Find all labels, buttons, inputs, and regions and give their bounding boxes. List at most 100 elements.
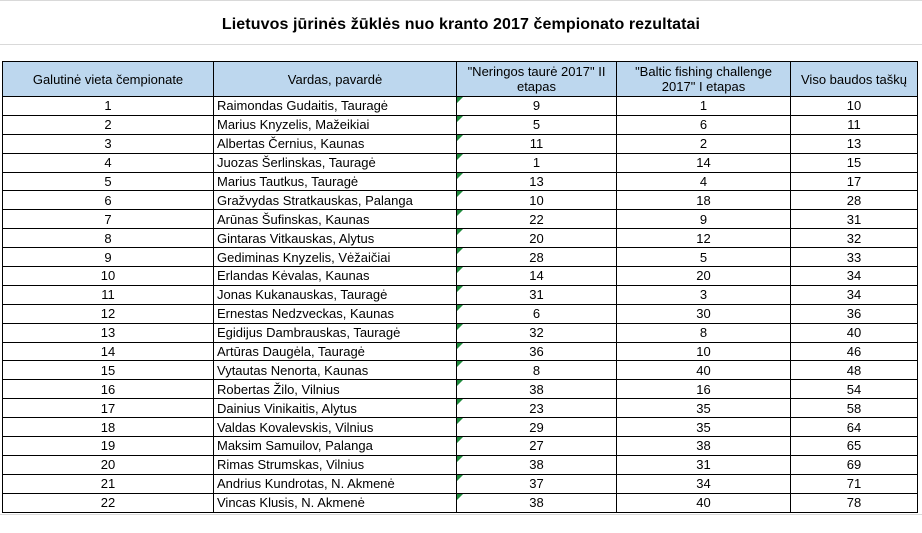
name-cell[interactable]: Juozas Šerlinskas, Tauragė: [213, 152, 457, 173]
neringa-cell[interactable]: 22: [456, 209, 617, 230]
place-cell[interactable]: 2: [2, 114, 214, 135]
baltic-cell[interactable]: 40: [616, 492, 791, 513]
baltic-cell[interactable]: 3: [616, 284, 791, 305]
place-cell[interactable]: 5: [2, 171, 214, 192]
sheet-title[interactable]: Lietuvos jūrinės žūklės nuo kranto 2017 …: [221, 16, 701, 33]
place-cell[interactable]: 14: [2, 341, 214, 362]
neringa-cell[interactable]: 31: [456, 284, 617, 305]
neringa-cell[interactable]: 1: [456, 152, 617, 173]
total-cell[interactable]: 28: [790, 190, 918, 211]
neringa-cell[interactable]: 13: [456, 171, 617, 192]
baltic-cell[interactable]: 5: [616, 247, 791, 268]
neringa-cell[interactable]: 6: [456, 303, 617, 324]
neringa-cell[interactable]: 20: [456, 228, 617, 249]
total-cell[interactable]: 48: [790, 360, 918, 381]
neringa-cell[interactable]: 28: [456, 247, 617, 268]
total-cell[interactable]: 10: [790, 96, 918, 116]
name-cell[interactable]: Dainius Vinikaitis, Alytus: [213, 398, 457, 419]
name-cell[interactable]: Marius Knyzelis, Mažeikiai: [213, 114, 457, 135]
name-cell[interactable]: Marius Tautkus, Tauragė: [213, 171, 457, 192]
place-cell[interactable]: 13: [2, 322, 214, 343]
total-cell[interactable]: 46: [790, 341, 918, 362]
total-cell[interactable]: 36: [790, 303, 918, 324]
header-neringa[interactable]: "Neringos taurė 2017" II etapas: [456, 61, 617, 97]
neringa-cell[interactable]: 10: [456, 190, 617, 211]
neringa-cell[interactable]: 5: [456, 114, 617, 135]
baltic-cell[interactable]: 12: [616, 228, 791, 249]
place-cell[interactable]: 22: [2, 492, 214, 513]
place-cell[interactable]: 16: [2, 379, 214, 400]
name-cell[interactable]: Robertas Žilo, Vilnius: [213, 379, 457, 400]
place-cell[interactable]: 11: [2, 284, 214, 305]
baltic-cell[interactable]: 1: [616, 96, 791, 116]
name-cell[interactable]: Vincas Klusis, N. Akmenė: [213, 492, 457, 513]
baltic-cell[interactable]: 30: [616, 303, 791, 324]
total-cell[interactable]: 64: [790, 417, 918, 438]
neringa-cell[interactable]: 38: [456, 454, 617, 475]
header-name[interactable]: Vardas, pavardė: [213, 61, 457, 97]
total-cell[interactable]: 17: [790, 171, 918, 192]
total-cell[interactable]: 40: [790, 322, 918, 343]
name-cell[interactable]: Valdas Kovalevskis, Vilnius: [213, 417, 457, 438]
neringa-cell[interactable]: 37: [456, 473, 617, 494]
place-cell[interactable]: 7: [2, 209, 214, 230]
total-cell[interactable]: 13: [790, 133, 918, 154]
place-cell[interactable]: 6: [2, 190, 214, 211]
total-cell[interactable]: 71: [790, 473, 918, 494]
place-cell[interactable]: 12: [2, 303, 214, 324]
neringa-cell[interactable]: 38: [456, 379, 617, 400]
total-cell[interactable]: 32: [790, 228, 918, 249]
neringa-cell[interactable]: 32: [456, 322, 617, 343]
baltic-cell[interactable]: 9: [616, 209, 791, 230]
header-total[interactable]: Viso baudos taškų: [790, 61, 918, 97]
baltic-cell[interactable]: 2: [616, 133, 791, 154]
baltic-cell[interactable]: 14: [616, 152, 791, 173]
place-cell[interactable]: 4: [2, 152, 214, 173]
baltic-cell[interactable]: 4: [616, 171, 791, 192]
total-cell[interactable]: 54: [790, 379, 918, 400]
name-cell[interactable]: Vytautas Nenorta, Kaunas: [213, 360, 457, 381]
name-cell[interactable]: Erlandas Kėvalas, Kaunas: [213, 266, 457, 286]
total-cell[interactable]: 34: [790, 284, 918, 305]
baltic-cell[interactable]: 20: [616, 266, 791, 286]
place-cell[interactable]: 15: [2, 360, 214, 381]
baltic-cell[interactable]: 34: [616, 473, 791, 494]
total-cell[interactable]: 15: [790, 152, 918, 173]
neringa-cell[interactable]: 14: [456, 266, 617, 286]
place-cell[interactable]: 21: [2, 473, 214, 494]
neringa-cell[interactable]: 27: [456, 436, 617, 456]
total-cell[interactable]: 33: [790, 247, 918, 268]
total-cell[interactable]: 31: [790, 209, 918, 230]
place-cell[interactable]: 18: [2, 417, 214, 438]
neringa-cell[interactable]: 23: [456, 398, 617, 419]
name-cell[interactable]: Raimondas Gudaitis, Tauragė: [213, 96, 457, 116]
name-cell[interactable]: Ernestas Nedzveckas, Kaunas: [213, 303, 457, 324]
total-cell[interactable]: 78: [790, 492, 918, 513]
neringa-cell[interactable]: 36: [456, 341, 617, 362]
neringa-cell[interactable]: 29: [456, 417, 617, 438]
name-cell[interactable]: Arūnas Šufinskas, Kaunas: [213, 209, 457, 230]
place-cell[interactable]: 8: [2, 228, 214, 249]
total-cell[interactable]: 34: [790, 266, 918, 286]
header-baltic[interactable]: "Baltic fishing challenge 2017" I etapas: [616, 61, 791, 97]
neringa-cell[interactable]: 38: [456, 492, 617, 513]
baltic-cell[interactable]: 38: [616, 436, 791, 456]
neringa-cell[interactable]: 9: [456, 96, 617, 116]
name-cell[interactable]: Artūras Daugėla, Tauragė: [213, 341, 457, 362]
place-cell[interactable]: 17: [2, 398, 214, 419]
baltic-cell[interactable]: 35: [616, 398, 791, 419]
header-place[interactable]: Galutinė vieta čempionate: [2, 61, 214, 97]
baltic-cell[interactable]: 40: [616, 360, 791, 381]
baltic-cell[interactable]: 16: [616, 379, 791, 400]
name-cell[interactable]: Andrius Kundrotas, N. Akmenė: [213, 473, 457, 494]
baltic-cell[interactable]: 18: [616, 190, 791, 211]
place-cell[interactable]: 9: [2, 247, 214, 268]
neringa-cell[interactable]: 8: [456, 360, 617, 381]
total-cell[interactable]: 69: [790, 454, 918, 475]
name-cell[interactable]: Albertas Černius, Kaunas: [213, 133, 457, 154]
total-cell[interactable]: 58: [790, 398, 918, 419]
baltic-cell[interactable]: 31: [616, 454, 791, 475]
total-cell[interactable]: 11: [790, 114, 918, 135]
name-cell[interactable]: Egidijus Dambrauskas, Tauragė: [213, 322, 457, 343]
neringa-cell[interactable]: 11: [456, 133, 617, 154]
